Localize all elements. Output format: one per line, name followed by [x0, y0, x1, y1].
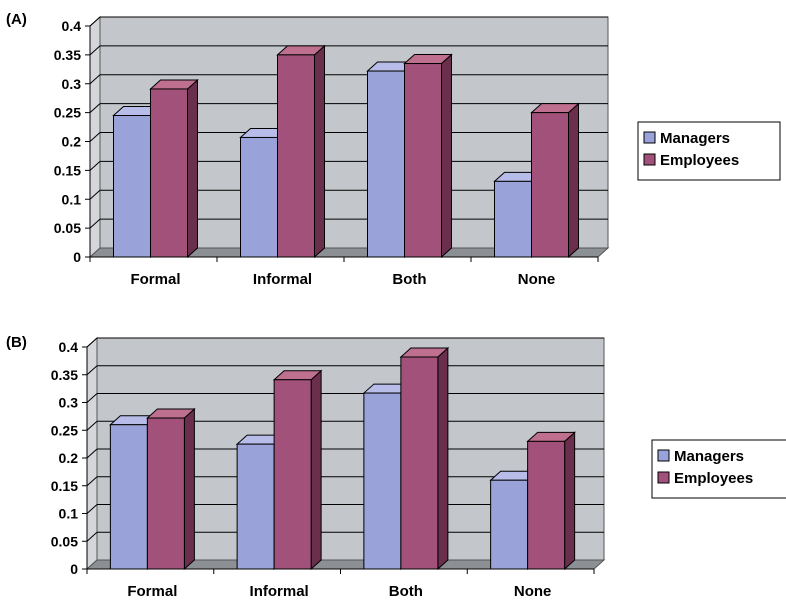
bar-side-face	[441, 53, 452, 259]
bar-front-face	[113, 115, 151, 258]
bar-side-face	[314, 44, 325, 259]
gridline-side	[89, 103, 101, 113]
gridline-side	[89, 45, 101, 56]
y-tick-label: 0.05	[51, 533, 78, 549]
legend-label-managers: Managers	[660, 130, 730, 147]
bar-side-face	[310, 369, 322, 571]
gridline-side	[86, 531, 98, 542]
x-tick-label: Both	[392, 271, 426, 288]
gridline-side	[89, 189, 101, 200]
legend-swatch-employees	[657, 471, 670, 484]
bar-front-face	[367, 70, 405, 258]
y-tick-label: 0.1	[59, 506, 79, 522]
bar-front-face	[277, 54, 315, 258]
y-tick-label: 0.05	[54, 220, 81, 236]
y-tick-label: 0.1	[62, 191, 82, 207]
bar-front-face	[273, 379, 312, 570]
y-tick-label: 0.4	[62, 18, 82, 34]
legend-swatch-employees	[643, 153, 656, 166]
bar-employees-informal	[276, 44, 326, 259]
y-tick-label: 0.25	[54, 105, 81, 121]
gridline-side	[86, 337, 98, 348]
y-tick-label: 0.2	[59, 450, 79, 466]
x-tick-label: Both	[389, 583, 423, 600]
gridline-side	[86, 420, 98, 431]
legend-label-managers: Managers	[674, 448, 744, 465]
gridline-side	[89, 16, 101, 27]
x-tick-label: None	[514, 583, 552, 600]
legend: Managers Employees	[637, 121, 781, 181]
y-tick-label: 0.35	[51, 367, 78, 383]
gridline-side	[86, 448, 98, 459]
gridline-side	[89, 132, 101, 142]
bar-employees-both	[399, 346, 450, 571]
panel-label: (B)	[6, 334, 27, 351]
legend: Managers Employees	[651, 439, 786, 499]
y-tick-label: 0	[73, 249, 81, 265]
bar-front-face	[400, 356, 439, 570]
gridline-side	[86, 365, 98, 376]
bar-front-face	[490, 479, 529, 570]
legend-swatch-managers	[657, 449, 670, 462]
bar-employees-none	[530, 102, 580, 259]
legend-label-employees: Employees	[660, 152, 739, 169]
x-tick-label: None	[518, 271, 556, 288]
bar-employees-none	[526, 431, 576, 571]
legend-box	[637, 121, 781, 181]
panel-label: (A)	[6, 11, 27, 28]
y-tick-label: 0.15	[51, 478, 78, 494]
bar-employees-formal	[149, 78, 199, 259]
gridline-side	[86, 476, 98, 487]
bar-side-face	[183, 407, 195, 571]
x-tick-label: Informal	[253, 271, 312, 288]
y-tick-label: 0.15	[54, 162, 81, 178]
legend-swatch-managers	[643, 131, 656, 144]
bar-front-face	[531, 112, 569, 258]
y-tick-label: 0.3	[62, 76, 82, 92]
y-tick-label: 0.35	[54, 47, 81, 63]
chart-panel-b: (B) 0 0.05 0.1 0.15 0.2 0.25 0.3 0.35 0.4 Formal In…	[6, 334, 786, 600]
x-tick-label: Formal	[130, 271, 180, 288]
bar-front-face	[494, 180, 532, 258]
bar-side-face	[187, 78, 198, 259]
gridline-side	[86, 393, 98, 403]
y-tick-label: 0.3	[59, 395, 79, 411]
y-tick-label: 0.25	[51, 422, 78, 438]
gridline-side	[89, 161, 101, 171]
bar-front-face	[527, 440, 566, 570]
bar-front-face	[146, 417, 185, 570]
bar-front-face	[236, 443, 275, 570]
gridline-side	[86, 504, 98, 514]
y-tick-label: 0.4	[59, 339, 79, 355]
gridline-side	[89, 74, 101, 85]
bar-front-face	[363, 392, 402, 570]
y-tick-label: 0	[70, 561, 78, 577]
bar-front-face	[109, 424, 148, 570]
bar-side-face	[568, 102, 579, 259]
bar-employees-formal	[146, 407, 196, 571]
legend-label-employees: Employees	[674, 470, 753, 487]
bar-front-face	[404, 63, 442, 258]
gridline-side	[89, 218, 101, 229]
x-tick-label: Informal	[250, 583, 309, 600]
bar-front-face	[240, 136, 278, 258]
chart-panel-a: (A) 0 0.05 0.1 0.15 0.2 0.25 0.3 0.35 0.4 Formal In…	[6, 11, 781, 288]
legend-box	[651, 439, 786, 499]
y-tick-label: 0.2	[62, 134, 82, 150]
bar-side-face	[564, 431, 576, 571]
bar-side-face	[437, 346, 449, 571]
x-tick-label: Formal	[127, 583, 177, 600]
bar-employees-informal	[272, 369, 323, 571]
bar-front-face	[150, 88, 188, 258]
bar-employees-both	[403, 53, 453, 259]
